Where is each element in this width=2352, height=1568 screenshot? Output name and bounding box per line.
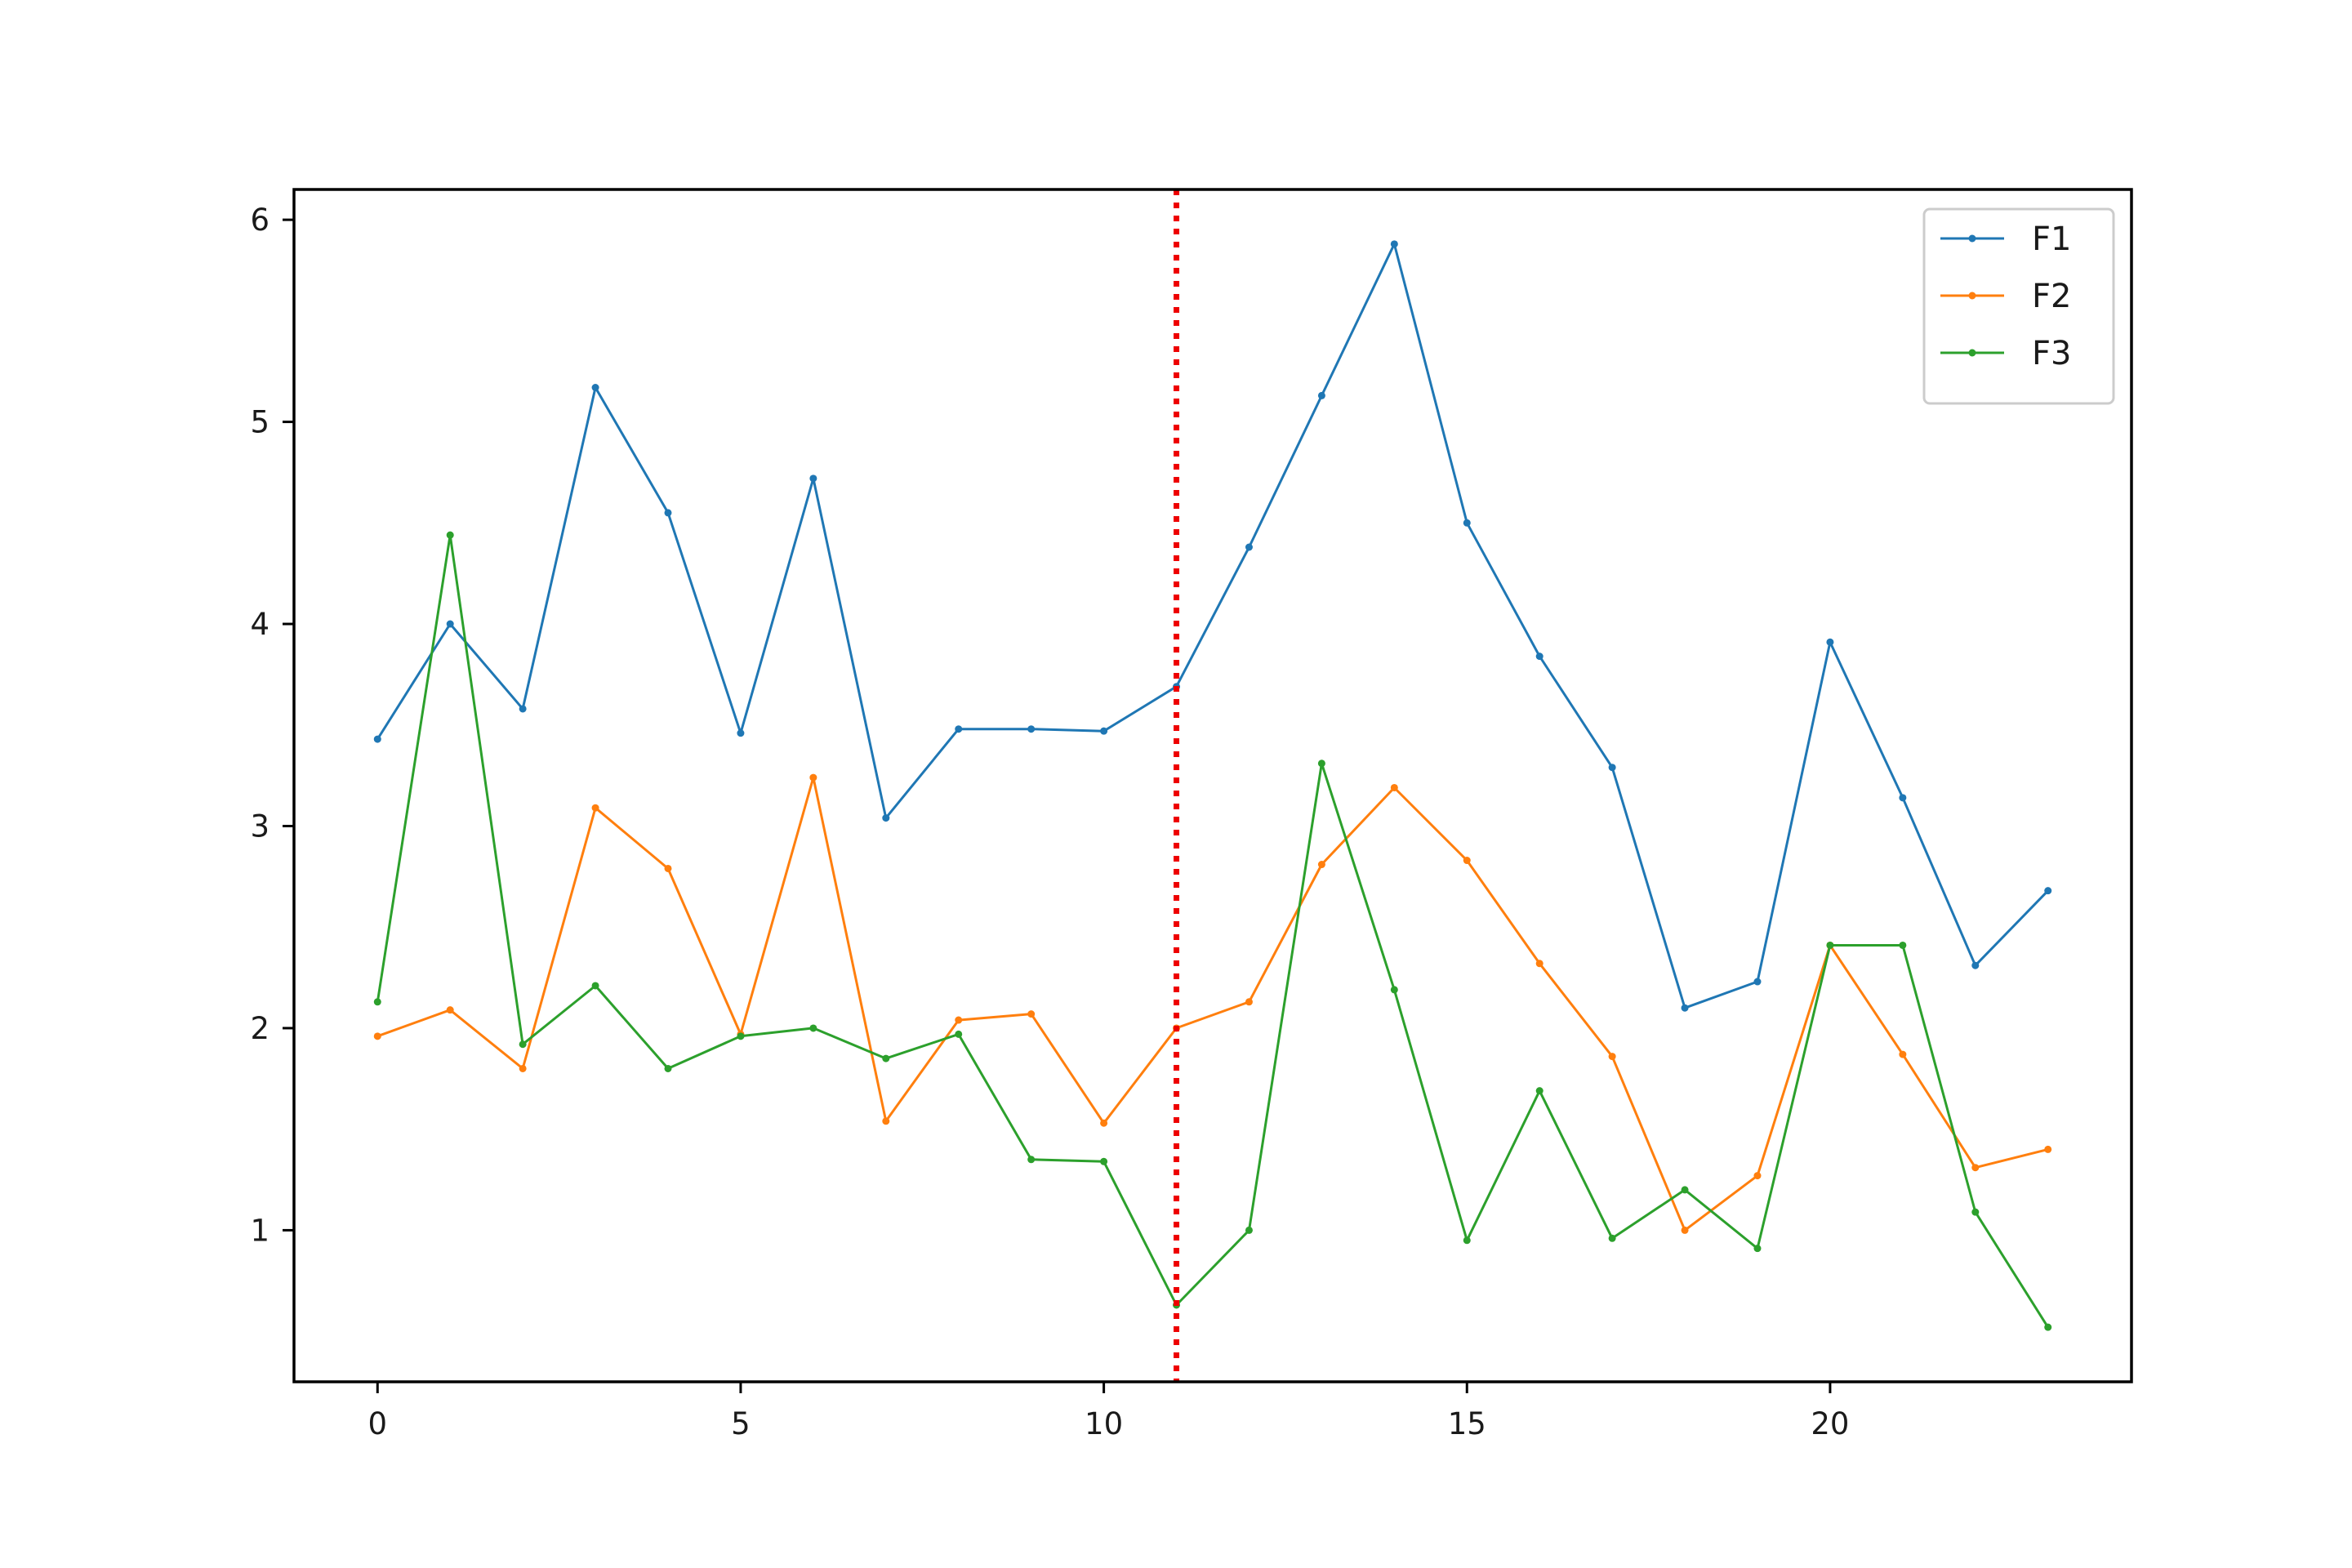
x-tick-label: 0 (368, 1406, 387, 1441)
data-point-F3-12 (1245, 1226, 1253, 1234)
series-line-F2 (376, 776, 2050, 1232)
data-point-F2-8 (955, 1016, 963, 1024)
data-point-F2-4 (664, 864, 672, 872)
data-point-F1-0 (373, 735, 381, 743)
data-point-F3-19 (1753, 1245, 1762, 1253)
data-point-F3-22 (1971, 1208, 1980, 1216)
data-point-F2-14 (1390, 783, 1398, 791)
plot-frame (292, 188, 2133, 1383)
data-point-F2-1 (446, 1006, 454, 1014)
y-tick-label: 6 (250, 203, 270, 238)
series-line-F1 (376, 243, 2050, 1009)
data-point-F3-15 (1463, 1236, 1471, 1245)
series-line-F3 (376, 533, 2050, 1329)
data-point-F1-23 (2044, 887, 2052, 895)
data-point-F1-14 (1390, 240, 1398, 248)
data-point-F3-1 (446, 531, 454, 539)
data-point-F3-0 (373, 998, 381, 1006)
y-tick-label: 2 (250, 1011, 270, 1046)
data-point-F1-7 (882, 814, 890, 822)
data-point-F1-19 (1753, 978, 1762, 986)
data-point-F1-22 (1971, 961, 1980, 969)
x-tick-label: 20 (1811, 1406, 1849, 1441)
data-point-F1-16 (1535, 653, 1544, 661)
data-point-F3-20 (1826, 941, 1834, 949)
data-point-F1-17 (1608, 764, 1616, 772)
data-point-F1-5 (737, 729, 745, 737)
data-point-F2-21 (1899, 1050, 1907, 1058)
data-point-F1-12 (1245, 543, 1253, 551)
data-point-F2-12 (1245, 998, 1253, 1006)
y-tick-label: 1 (250, 1213, 270, 1248)
data-point-F3-10 (1100, 1157, 1108, 1165)
data-point-F1-6 (809, 474, 817, 483)
data-point-F1-13 (1317, 391, 1325, 399)
data-point-F3-16 (1535, 1087, 1544, 1095)
legend-marker-F1 (1968, 234, 1976, 243)
data-point-F1-4 (664, 509, 672, 517)
data-point-F1-10 (1100, 727, 1108, 735)
data-point-F2-19 (1753, 1172, 1762, 1180)
y-tick-label: 3 (250, 808, 270, 844)
data-point-F2-18 (1681, 1226, 1689, 1234)
data-point-F2-17 (1608, 1053, 1616, 1061)
data-point-F3-4 (664, 1064, 672, 1072)
legend-label-F1: F1 (2032, 220, 2071, 258)
data-point-F2-3 (591, 804, 599, 812)
legend-label-F2: F2 (2032, 278, 2071, 315)
plot-marks (373, 189, 2052, 1382)
data-point-F3-6 (809, 1024, 817, 1032)
data-point-F1-9 (1027, 725, 1036, 733)
data-point-F1-8 (955, 725, 963, 733)
data-point-F2-22 (1971, 1164, 1980, 1172)
data-point-F2-9 (1027, 1010, 1036, 1018)
data-point-F1-18 (1681, 1004, 1689, 1012)
data-point-F2-2 (519, 1064, 527, 1072)
axis-ticks: 0 5 10 15 20 1 2 3 4 5 6 (250, 203, 1849, 1441)
data-point-F3-3 (591, 982, 599, 990)
data-point-F3-21 (1899, 941, 1907, 949)
data-point-F3-23 (2044, 1323, 2052, 1331)
legend-label-F3: F3 (2032, 335, 2071, 372)
data-point-F1-3 (591, 384, 599, 392)
data-point-F1-1 (446, 620, 454, 628)
data-point-F1-2 (519, 705, 527, 713)
data-point-F2-15 (1463, 857, 1471, 865)
data-point-F2-6 (809, 773, 817, 782)
data-point-F1-20 (1826, 638, 1834, 646)
x-tick-label: 5 (731, 1406, 751, 1441)
data-point-F2-7 (882, 1117, 890, 1125)
data-point-F3-5 (737, 1032, 745, 1040)
data-point-F2-10 (1100, 1119, 1108, 1127)
y-tick-label: 4 (250, 607, 270, 642)
x-tick-label: 15 (1448, 1406, 1486, 1441)
legend: F1 F2 F3 (1922, 207, 2115, 405)
data-point-F2-13 (1317, 861, 1325, 869)
data-point-F3-14 (1390, 986, 1398, 994)
data-point-F2-0 (373, 1032, 381, 1040)
data-point-F3-18 (1681, 1186, 1689, 1194)
data-point-F2-16 (1535, 960, 1544, 968)
data-point-F3-2 (519, 1040, 527, 1049)
data-point-F1-15 (1463, 519, 1471, 527)
legend-marker-F3 (1968, 349, 1976, 357)
data-point-F3-13 (1317, 760, 1325, 768)
x-tick-label: 10 (1085, 1406, 1123, 1441)
data-point-F3-9 (1027, 1156, 1036, 1164)
data-point-F1-21 (1899, 794, 1907, 802)
data-point-F3-8 (955, 1030, 963, 1038)
y-tick-label: 5 (250, 405, 270, 440)
data-point-F3-17 (1608, 1234, 1616, 1242)
data-point-F2-23 (2044, 1145, 2052, 1153)
data-point-F3-7 (882, 1054, 890, 1062)
legend-marker-F2 (1968, 292, 1976, 300)
